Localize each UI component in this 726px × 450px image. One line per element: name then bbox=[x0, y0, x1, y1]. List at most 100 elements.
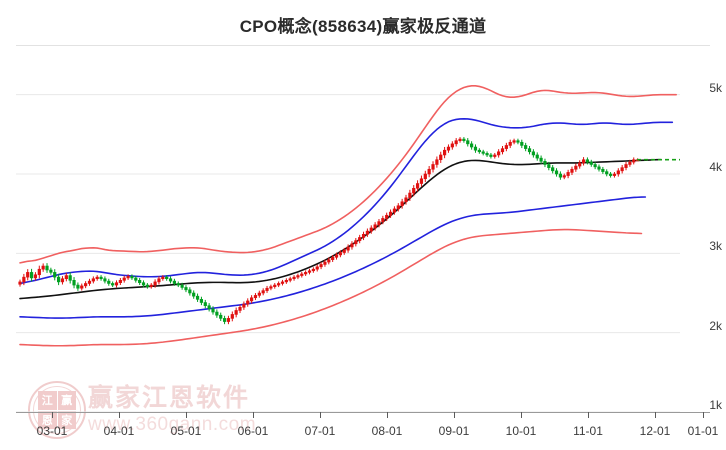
candle-body bbox=[624, 164, 628, 168]
candle-body bbox=[118, 280, 122, 283]
candle-body bbox=[323, 261, 327, 265]
candle-body bbox=[620, 167, 624, 172]
candle-body bbox=[489, 154, 493, 157]
candle-body bbox=[91, 278, 95, 282]
candle-body bbox=[404, 197, 408, 203]
candle-body bbox=[377, 221, 381, 226]
candle-body bbox=[605, 171, 609, 175]
candle-body bbox=[423, 173, 427, 180]
candle-body bbox=[327, 259, 331, 263]
y-axis-label-2k: 2k bbox=[709, 318, 722, 333]
x-axis-label-12-01: 12-01 bbox=[639, 424, 671, 438]
x-axis-label-07-01: 07-01 bbox=[304, 424, 336, 438]
candle-body bbox=[547, 164, 551, 168]
candle-body bbox=[18, 281, 22, 285]
candle-body bbox=[53, 272, 57, 278]
candle-body bbox=[315, 266, 319, 270]
candle-body bbox=[562, 175, 566, 178]
candle-body bbox=[373, 224, 377, 229]
candle-body bbox=[527, 148, 532, 153]
x-axis-label-03-01: 03-01 bbox=[36, 424, 68, 438]
x-axis-tick-05-01 bbox=[186, 412, 187, 418]
candle-body bbox=[570, 168, 574, 173]
candle-body bbox=[466, 140, 470, 145]
y-axis-label-4k: 4k bbox=[709, 160, 722, 174]
candle-body bbox=[346, 246, 350, 251]
candle-body bbox=[543, 161, 547, 165]
candle-body bbox=[497, 151, 501, 156]
candle-body bbox=[608, 173, 613, 176]
candle-body bbox=[473, 146, 478, 151]
candle-body bbox=[265, 287, 269, 291]
band-line-lower-outer-band bbox=[19, 228, 643, 347]
candle-body bbox=[165, 276, 169, 280]
candle-body bbox=[157, 278, 161, 283]
candle-body bbox=[203, 302, 207, 306]
candle-body bbox=[354, 240, 358, 245]
candle-body bbox=[211, 308, 215, 313]
candle-body bbox=[381, 218, 385, 222]
candle-body bbox=[172, 280, 177, 284]
candle-body bbox=[296, 275, 300, 278]
candle-body bbox=[300, 273, 304, 276]
candle-body bbox=[29, 272, 34, 279]
candle-body bbox=[431, 164, 435, 170]
candle-body bbox=[311, 268, 315, 272]
candle-body bbox=[454, 140, 458, 145]
candle-body bbox=[369, 227, 373, 232]
candle-body bbox=[277, 283, 281, 286]
candle-body bbox=[215, 311, 219, 316]
candle-body bbox=[385, 214, 389, 219]
candle-body bbox=[396, 205, 400, 210]
x-axis-tick-12-01 bbox=[655, 412, 656, 418]
candle-body bbox=[535, 154, 539, 159]
candle-body bbox=[500, 148, 505, 153]
x-axis-tick-10-01 bbox=[521, 412, 522, 418]
candle-body bbox=[427, 168, 431, 175]
candle-body bbox=[288, 278, 292, 281]
candle-body bbox=[253, 295, 258, 299]
candle-body bbox=[149, 284, 153, 287]
candle-body bbox=[87, 280, 92, 284]
candle-body bbox=[41, 265, 45, 270]
candle-body bbox=[188, 289, 192, 294]
candle-body bbox=[180, 284, 184, 288]
candle-body bbox=[95, 276, 99, 280]
candle-body bbox=[280, 281, 285, 284]
y-axis-label-3k: 3k bbox=[709, 239, 722, 254]
x-axis-label-08-01: 08-01 bbox=[371, 424, 403, 438]
candle-body bbox=[504, 145, 508, 149]
candle-body bbox=[114, 282, 119, 286]
candle-body bbox=[161, 276, 165, 280]
candle-body bbox=[246, 300, 250, 305]
candle-body bbox=[292, 276, 296, 280]
candle-body bbox=[628, 161, 632, 165]
chart-canvas bbox=[16, 84, 680, 412]
candle-body bbox=[358, 237, 362, 241]
candle-body bbox=[76, 284, 80, 289]
candle-body bbox=[192, 292, 196, 297]
x-axis-label-01-01: 01-01 bbox=[687, 424, 719, 438]
x-axis-tick-11-01 bbox=[588, 412, 589, 418]
candle-body bbox=[242, 303, 246, 308]
candle-body bbox=[99, 276, 103, 280]
candle-body bbox=[338, 252, 342, 256]
candle-body bbox=[574, 165, 578, 170]
candle-body bbox=[261, 290, 265, 294]
candle-body bbox=[126, 276, 130, 279]
candle-body bbox=[516, 140, 520, 143]
candle-body bbox=[585, 159, 590, 163]
candle-body bbox=[415, 183, 420, 189]
candle-body bbox=[365, 230, 370, 235]
candle-body bbox=[616, 170, 620, 175]
candle-body bbox=[284, 280, 288, 283]
candle-body bbox=[462, 138, 466, 141]
candle-body bbox=[334, 254, 339, 258]
candle-body bbox=[392, 208, 397, 213]
candle-body bbox=[442, 149, 447, 156]
candle-body bbox=[176, 283, 180, 286]
candle-body bbox=[257, 292, 261, 296]
candle-body bbox=[601, 168, 605, 172]
candle-body bbox=[273, 284, 277, 287]
